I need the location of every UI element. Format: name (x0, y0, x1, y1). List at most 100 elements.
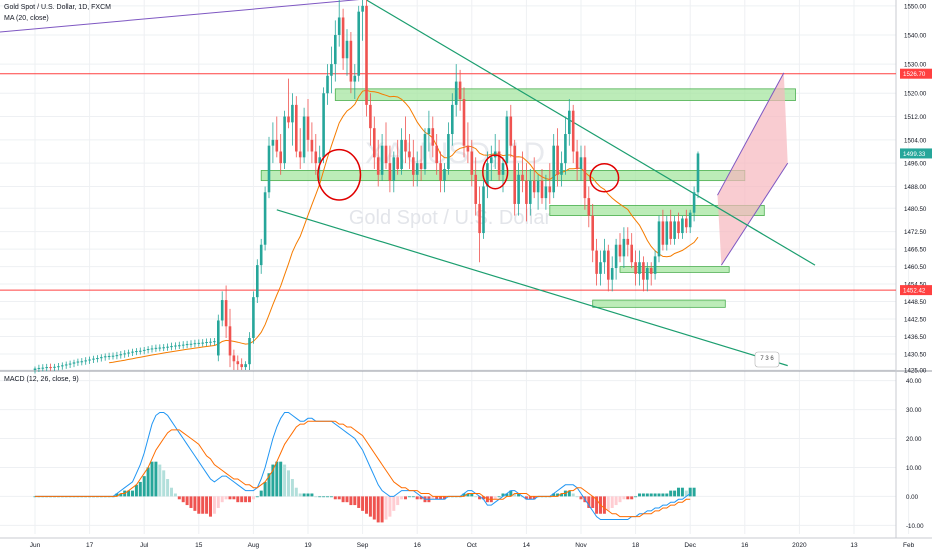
candle-body (505, 116, 509, 164)
time-tick-label: 14 (523, 542, 531, 549)
macd-histogram-bar (365, 496, 368, 514)
candle-body (677, 221, 680, 234)
candle-body (665, 221, 669, 245)
macd-tick-label: 0.00 (906, 494, 919, 501)
macd-histogram-bar (571, 493, 575, 497)
macd-histogram-bar (201, 496, 205, 514)
price-tag-label: 1452.42 (903, 288, 926, 295)
candle-body (322, 93, 325, 158)
candle-body (287, 116, 290, 123)
macd-histogram-bar (177, 496, 181, 500)
candle-body (220, 300, 224, 321)
macd-histogram-bar (466, 493, 470, 497)
candle-body (197, 342, 201, 344)
candle-body (688, 212, 692, 228)
macd-histogram-bar (248, 496, 251, 503)
annotation-circle (482, 154, 509, 190)
macd-histogram-bar (170, 487, 173, 497)
candle-body (587, 198, 591, 216)
macd-histogram-bar (290, 479, 294, 497)
macd-tick-label: 10.00 (906, 465, 922, 472)
candle-body (271, 139, 275, 146)
candle-body (236, 361, 240, 365)
candle-body (583, 157, 587, 199)
macd-histogram-bar (127, 490, 131, 497)
macd-histogram-bar (653, 493, 657, 497)
macd-histogram-bar (119, 493, 123, 497)
price-tick-label: 1466.50 (904, 247, 927, 254)
macd-histogram-bar (189, 496, 193, 508)
candle-body (53, 366, 56, 368)
candle-body (201, 342, 204, 344)
macd-histogram-bar (314, 496, 318, 498)
macd-histogram-bar (302, 493, 306, 497)
candle-body (412, 157, 415, 175)
macd-tick-label: 20.00 (906, 436, 922, 443)
candle-body (345, 40, 349, 59)
macd-histogram-bar (497, 496, 501, 498)
candle-body (447, 134, 450, 169)
macd-histogram-bar (368, 496, 372, 517)
macd-histogram-bar (630, 496, 634, 500)
candle-body (205, 342, 208, 344)
macd-histogram-bar (337, 496, 341, 500)
candle-body (72, 362, 76, 364)
candle-body (181, 344, 185, 346)
candle-body (501, 163, 505, 175)
candle-body (330, 64, 333, 76)
macd-histogram-bar (606, 496, 610, 511)
candle-body (571, 110, 575, 152)
candle-body (474, 174, 477, 204)
logo-badge (754, 351, 780, 368)
price-tick-label: 1512.00 (904, 114, 927, 121)
candle-body (626, 238, 630, 245)
candle-body (189, 343, 193, 345)
macd-histogram-bar (407, 496, 411, 498)
macd-histogram-bar (587, 496, 591, 508)
macd-histogram-bar (462, 493, 466, 497)
candle-body (544, 186, 548, 199)
candle-body (392, 157, 396, 181)
candle-body (556, 145, 559, 175)
candle-body (462, 99, 466, 146)
macd-histogram-bar (236, 496, 240, 503)
candle-body (564, 134, 567, 164)
lower-trendline (276, 209, 788, 367)
macd-histogram-bar (595, 496, 599, 514)
candle-body (373, 128, 376, 158)
macd-histogram-bar (185, 496, 189, 506)
symbol-legend: Gold Spot / U.S. Dollar, 1D, FXCM (4, 4, 111, 11)
macd-histogram-bar (146, 467, 150, 497)
macd-histogram-bar (166, 479, 170, 497)
candle-body (681, 218, 684, 234)
candle-body (630, 244, 633, 263)
candle-body (174, 345, 177, 347)
candle-body (142, 349, 146, 351)
candle-body (603, 250, 606, 263)
candle-body (178, 345, 181, 347)
candle-body (337, 17, 341, 35)
macd-histogram-bar (294, 487, 298, 497)
candle-body (256, 265, 259, 298)
macd-histogram-bar (259, 490, 263, 497)
candle-body (224, 300, 228, 327)
support-resistance-zone (549, 204, 765, 216)
candle-body (579, 157, 583, 169)
macd-histogram-bar (669, 490, 673, 497)
candle-body (454, 81, 458, 105)
macd-histogram-bar (372, 496, 376, 520)
candle-body (482, 186, 485, 234)
candle-body (642, 262, 645, 280)
macd-histogram-bar (131, 490, 134, 497)
macd-histogram-bar (649, 493, 653, 497)
price-tick-label: 1425.00 (904, 368, 927, 375)
candle-body (548, 186, 552, 193)
candle-body (415, 163, 419, 175)
time-tick-label: Sep (357, 542, 369, 549)
candle-body (334, 34, 337, 65)
macd-histogram-bar (478, 496, 482, 500)
macd-histogram-bar (513, 493, 517, 497)
candle-body (244, 364, 247, 368)
candle-body (279, 151, 282, 164)
